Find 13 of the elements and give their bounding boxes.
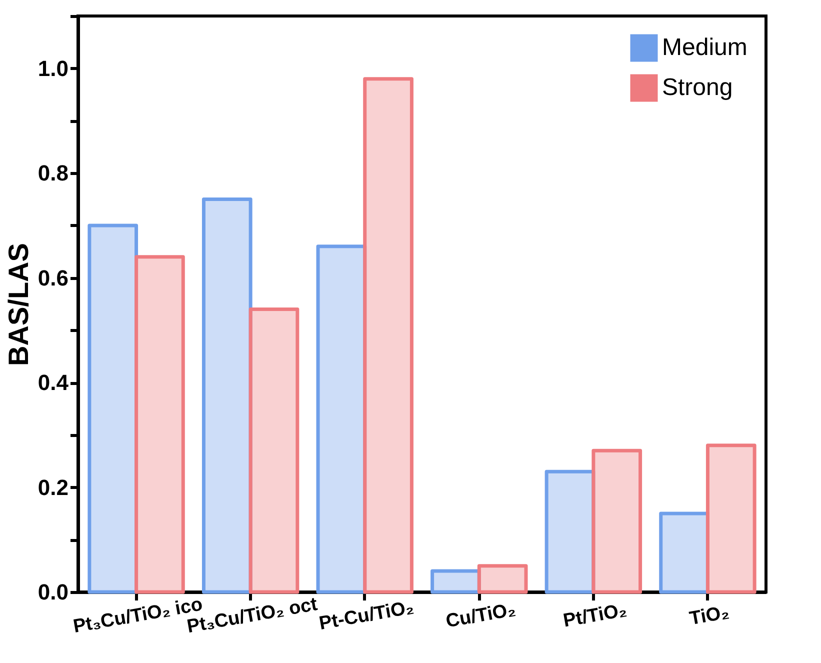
y-tick-label: 1.0	[38, 56, 68, 81]
y-axis-title: BAS/LAS	[2, 243, 34, 366]
legend-label: Strong	[662, 74, 733, 101]
x-tick-label: Pt/TiO₂	[562, 600, 628, 632]
y-tick-label: 0.2	[38, 474, 68, 500]
x-tick-label: TiO₂	[688, 602, 731, 630]
y-tick-label: 0.8	[38, 160, 68, 186]
x-tick-label: Pt-Cu/TiO₂	[318, 597, 416, 635]
y-tick-label: 0.6	[38, 265, 68, 290]
y-tick-label: 0.4	[38, 370, 70, 396]
x-tick-label: Cu/TiO₂	[444, 599, 518, 632]
y-tick-label: 0.0	[38, 580, 68, 604]
legend-label: Medium	[662, 34, 748, 61]
